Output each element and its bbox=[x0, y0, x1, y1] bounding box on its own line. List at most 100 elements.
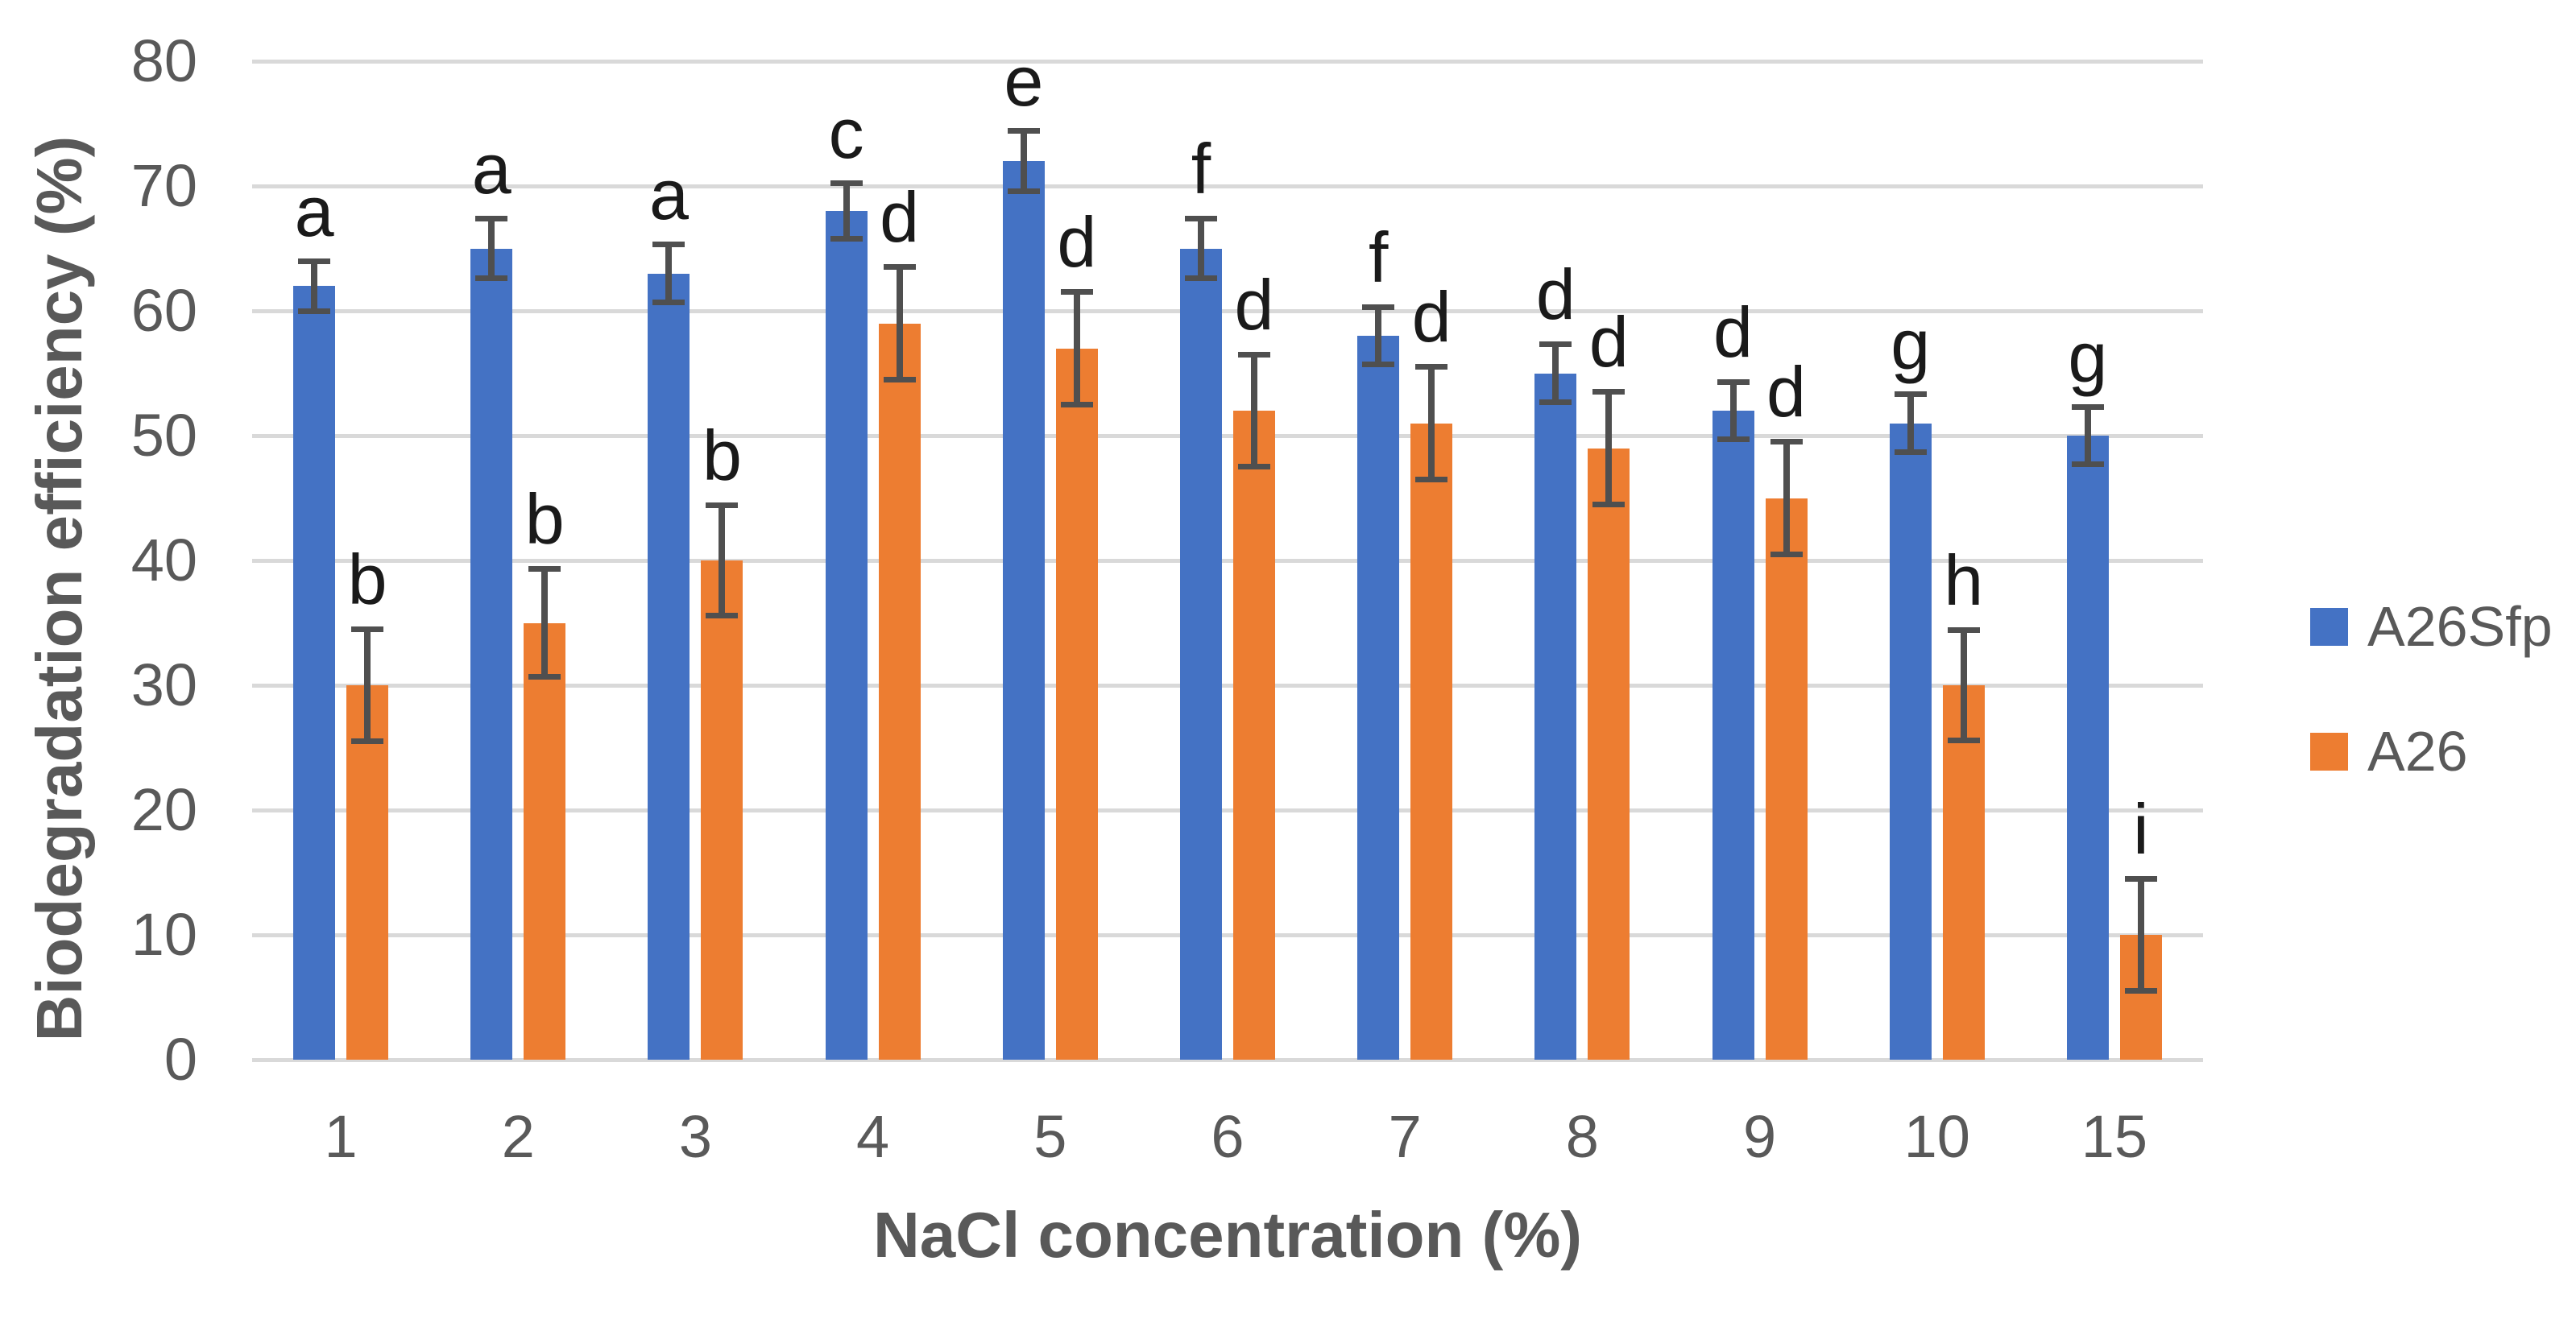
legend-label-a26sfp: A26Sfp bbox=[2367, 595, 2553, 658]
error-bar-a26sfp-nacl-3 bbox=[652, 242, 685, 305]
bar-a26sfp-nacl-6[interactable] bbox=[1180, 248, 1222, 1060]
error-bar-cap-bottom bbox=[1415, 476, 1448, 482]
error-bar-cap-top bbox=[351, 626, 384, 632]
bar-a26sfp-nacl-9[interactable] bbox=[1712, 411, 1754, 1060]
legend-item-a26[interactable]: A26 bbox=[2310, 723, 2468, 779]
error-bar-line bbox=[1073, 289, 1080, 407]
error-bar-line bbox=[2137, 875, 2144, 994]
legend-swatch-a26sfp bbox=[2310, 607, 2348, 646]
y-tick-label-40: 40 bbox=[130, 527, 197, 593]
error-bar-a26sfp-nacl-15 bbox=[2071, 403, 2104, 468]
significance-letter-a26-nacl-5: d bbox=[1057, 202, 1097, 283]
error-bar-line bbox=[1020, 128, 1027, 194]
bar-a26sfp-nacl-7[interactable] bbox=[1357, 336, 1400, 1060]
bar-a26sfp-nacl-5[interactable] bbox=[1002, 161, 1045, 1060]
error-bar-cap-bottom bbox=[883, 376, 916, 382]
error-bar-a26sfp-nacl-1 bbox=[298, 258, 331, 314]
significance-letter-a26sfp-nacl-6: f bbox=[1191, 128, 1211, 209]
gridline-y-0 bbox=[252, 1057, 2203, 1062]
bar-a26sfp-nacl-3[interactable] bbox=[648, 273, 690, 1060]
error-bar-line bbox=[1552, 341, 1559, 405]
error-bar-a26-nacl-7 bbox=[1415, 364, 1448, 482]
error-bar-a26sfp-nacl-7 bbox=[1362, 304, 1395, 368]
error-bar-a26-nacl-8 bbox=[1592, 389, 1626, 507]
error-bar-cap-bottom bbox=[528, 673, 561, 680]
error-bar-cap-bottom bbox=[351, 738, 384, 745]
y-tick-label-50: 50 bbox=[130, 402, 197, 469]
x-tick-label-3: 3 bbox=[678, 1103, 713, 1170]
bar-a26sfp-nacl-8[interactable] bbox=[1534, 373, 1577, 1060]
error-bar-cap-top bbox=[1415, 364, 1448, 370]
bar-a26-nacl-4[interactable] bbox=[878, 323, 921, 1060]
error-bar-cap-bottom bbox=[1947, 737, 1980, 743]
error-bar-cap-bottom bbox=[1592, 501, 1626, 507]
x-tick-label-9: 9 bbox=[1742, 1103, 1777, 1170]
error-bar-cap-bottom bbox=[2071, 461, 2104, 468]
error-bar-cap-bottom bbox=[1770, 551, 1803, 557]
bar-a26-nacl-3[interactable] bbox=[701, 560, 743, 1060]
error-bar-cap-top bbox=[1947, 627, 1980, 634]
bar-a26sfp-nacl-10[interactable] bbox=[1889, 423, 1932, 1060]
bar-a26-nacl-10[interactable] bbox=[1942, 685, 1985, 1060]
error-bar-a26sfp-nacl-5 bbox=[1007, 128, 1040, 194]
gridline-y-70 bbox=[252, 184, 2203, 188]
bar-a26-nacl-2[interactable] bbox=[524, 622, 566, 1060]
error-bar-line bbox=[1907, 391, 1914, 455]
gridline-y-80 bbox=[252, 59, 2203, 64]
significance-letter-a26-nacl-4: d bbox=[880, 177, 920, 258]
bar-a26-nacl-8[interactable] bbox=[1588, 448, 1630, 1060]
significance-letter-a26sfp-nacl-2: a bbox=[471, 128, 511, 209]
error-bar-cap-top bbox=[1894, 391, 1927, 398]
error-bar-cap-top bbox=[652, 242, 685, 248]
x-tick-label-8: 8 bbox=[1565, 1103, 1599, 1170]
y-tick-label-70: 70 bbox=[130, 152, 197, 219]
error-bar-cap-top bbox=[2071, 403, 2104, 410]
error-bar-cap-bottom bbox=[1060, 401, 1093, 407]
significance-letter-a26-nacl-9: d bbox=[1766, 352, 1806, 432]
bar-a26sfp-nacl-2[interactable] bbox=[470, 248, 513, 1060]
bar-a26sfp-nacl-15[interactable] bbox=[2066, 436, 2109, 1060]
error-bar-cap-bottom bbox=[1238, 464, 1270, 470]
error-bar-line bbox=[1783, 439, 1790, 557]
bar-a26-nacl-1[interactable] bbox=[346, 685, 389, 1060]
error-bar-a26sfp-nacl-9 bbox=[1717, 378, 1750, 443]
error-bar-line bbox=[364, 626, 371, 745]
gridline-y-40 bbox=[252, 558, 2203, 563]
bar-a26sfp-nacl-4[interactable] bbox=[825, 211, 868, 1060]
significance-letter-a26sfp-nacl-7: f bbox=[1368, 217, 1389, 297]
error-bar-line bbox=[1198, 215, 1204, 282]
error-bar-cap-bottom bbox=[706, 612, 739, 618]
bar-a26-nacl-9[interactable] bbox=[1765, 498, 1808, 1060]
error-bar-cap-top bbox=[830, 180, 863, 187]
error-bar-a26-nacl-3 bbox=[706, 502, 739, 618]
bar-a26-nacl-6[interactable] bbox=[1233, 411, 1275, 1060]
error-bar-cap-bottom bbox=[1717, 436, 1750, 443]
x-tick-label-10: 10 bbox=[1903, 1103, 1970, 1170]
bar-a26-nacl-7[interactable] bbox=[1410, 423, 1453, 1060]
error-bar-cap-bottom bbox=[652, 299, 685, 305]
gridline-y-10 bbox=[252, 932, 2203, 937]
error-bar-a26-nacl-2 bbox=[528, 566, 561, 680]
gridline-y-20 bbox=[252, 808, 2203, 812]
significance-letter-a26sfp-nacl-10: g bbox=[1891, 304, 1931, 385]
legend-item-a26sfp[interactable]: A26Sfp bbox=[2310, 598, 2553, 655]
gridline-y-50 bbox=[252, 433, 2203, 438]
error-bar-a26-nacl-10 bbox=[1947, 627, 1980, 743]
error-bar-cap-bottom bbox=[1894, 449, 1927, 455]
bar-a26sfp-nacl-1[interactable] bbox=[293, 286, 336, 1060]
x-tick-label-7: 7 bbox=[1388, 1103, 1422, 1170]
error-bar-line bbox=[719, 502, 726, 618]
y-tick-label-0: 0 bbox=[164, 1026, 197, 1093]
error-bar-line bbox=[843, 180, 850, 242]
error-bar-cap-top bbox=[1362, 304, 1395, 310]
error-bar-cap-top bbox=[1185, 215, 1217, 221]
error-bar-a26sfp-nacl-8 bbox=[1539, 341, 1572, 405]
error-bar-cap-top bbox=[706, 502, 739, 509]
error-bar-cap-top bbox=[1060, 289, 1093, 296]
error-bar-line bbox=[1960, 627, 1967, 743]
bar-a26-nacl-5[interactable] bbox=[1055, 348, 1098, 1060]
error-bar-cap-bottom bbox=[1185, 275, 1217, 282]
significance-letter-a26-nacl-10: h bbox=[1944, 540, 1984, 621]
error-bar-cap-bottom bbox=[1007, 188, 1040, 194]
